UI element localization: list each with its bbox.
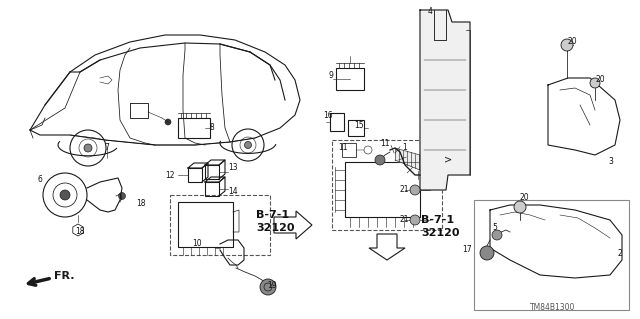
Text: 7: 7 — [104, 144, 109, 152]
Circle shape — [260, 279, 276, 295]
Circle shape — [375, 155, 385, 165]
Bar — [178, 118, 210, 138]
Text: 11: 11 — [380, 139, 390, 149]
Text: FR.: FR. — [54, 271, 74, 281]
Text: 19: 19 — [267, 281, 276, 291]
Circle shape — [244, 142, 252, 149]
Polygon shape — [369, 234, 405, 260]
Bar — [205, 182, 219, 196]
Text: 11: 11 — [339, 144, 348, 152]
Text: B-7-1: B-7-1 — [256, 210, 289, 220]
Bar — [342, 143, 356, 157]
Bar — [188, 168, 202, 182]
Circle shape — [118, 192, 125, 199]
Bar — [336, 68, 364, 90]
Text: 20: 20 — [568, 38, 578, 47]
Text: 21: 21 — [400, 186, 410, 195]
Text: 17: 17 — [462, 246, 472, 255]
Text: B-7-1: B-7-1 — [421, 215, 454, 225]
Text: 8: 8 — [210, 123, 215, 132]
Text: 16: 16 — [323, 112, 333, 121]
Bar — [170, 195, 270, 255]
Text: 10: 10 — [193, 240, 202, 249]
Circle shape — [410, 185, 420, 195]
Text: 14: 14 — [228, 187, 237, 196]
Circle shape — [60, 190, 70, 200]
Bar — [348, 120, 364, 136]
Text: 12: 12 — [166, 170, 175, 180]
Text: 20: 20 — [595, 76, 605, 85]
Text: 18: 18 — [75, 227, 84, 236]
Circle shape — [561, 39, 573, 51]
Text: TM84B1300: TM84B1300 — [531, 303, 576, 313]
Text: 13: 13 — [228, 164, 237, 173]
Text: 15: 15 — [354, 122, 364, 130]
Text: 4: 4 — [428, 8, 433, 17]
Bar — [205, 165, 219, 179]
Circle shape — [514, 201, 526, 213]
Circle shape — [410, 215, 420, 225]
Polygon shape — [420, 10, 470, 190]
Text: 32120: 32120 — [421, 228, 460, 238]
Text: >: > — [444, 155, 452, 165]
Text: 1: 1 — [402, 144, 407, 152]
Bar — [474, 200, 629, 310]
Circle shape — [590, 78, 600, 88]
Text: 18: 18 — [136, 198, 145, 207]
Bar — [330, 113, 344, 131]
Text: 3: 3 — [608, 158, 613, 167]
Text: 5: 5 — [492, 224, 497, 233]
Text: 2: 2 — [618, 249, 623, 258]
Circle shape — [84, 144, 92, 152]
Bar — [178, 202, 233, 247]
Text: 6: 6 — [37, 175, 42, 184]
Bar — [345, 162, 420, 217]
Text: 21: 21 — [400, 216, 410, 225]
Polygon shape — [274, 211, 312, 239]
Bar — [332, 140, 442, 230]
Circle shape — [480, 246, 494, 260]
Text: 9: 9 — [328, 70, 333, 79]
Text: 32120: 32120 — [256, 223, 294, 233]
Circle shape — [492, 230, 502, 240]
Text: 20: 20 — [520, 194, 530, 203]
Circle shape — [165, 119, 171, 125]
